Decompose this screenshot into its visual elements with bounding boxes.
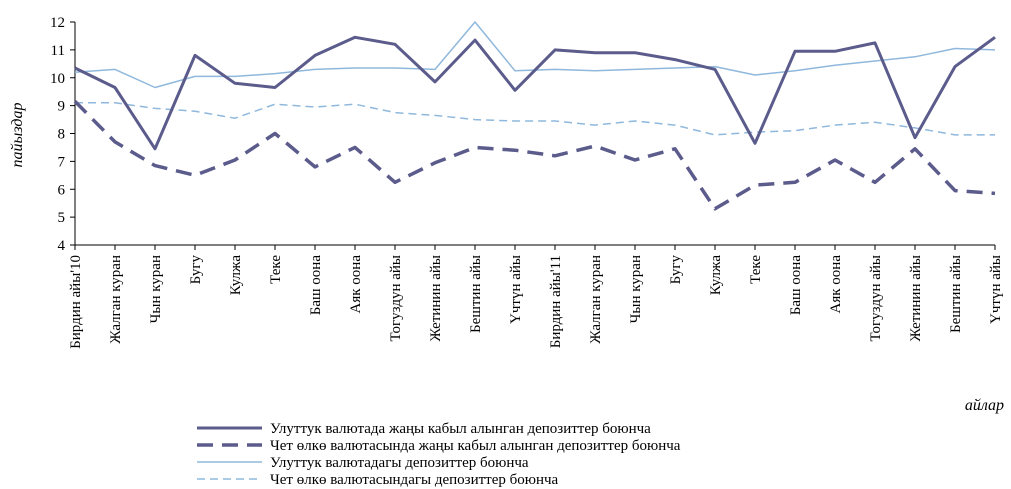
y-tick-label: 8 (58, 127, 66, 143)
y-tick-label: 7 (58, 154, 66, 170)
x-tick-label: Бирдин айы'10 (68, 255, 84, 349)
x-tick-label: Бугу (188, 255, 204, 285)
y-tick-labels: 4 5 6 7 8 9 10 11 12 (50, 15, 66, 254)
x-axis-title: айлар (965, 397, 1004, 414)
y-tick-label: 11 (51, 43, 65, 59)
x-tick-label: Бугу (668, 255, 684, 285)
x-tick-label: Жалган куран (588, 255, 604, 344)
y-axis-title: пайыздар (9, 103, 26, 168)
x-tick-label: Жалган куран (108, 255, 124, 344)
legend-label-3: Улуттук валютадагы депозиттер боюнча (270, 455, 529, 471)
y-tick-label: 5 (58, 210, 66, 226)
y-tick-label: 12 (50, 15, 65, 31)
y-tick-label: 6 (58, 182, 66, 198)
legend-label-4: Чет өлкө валютасындагы депозиттер боюнча (270, 472, 559, 488)
x-tick-label: Баш оона (788, 255, 804, 316)
x-tick-label: Аяк оона (348, 255, 364, 314)
y-tick-label: 9 (58, 99, 66, 115)
series-lines (73, 21, 996, 211)
x-tick-labels: Бирдин айы'10 Жалган куран Чын куран Бугу Ку… (68, 255, 1004, 349)
legend-label-1: Улуттук валютада жаңы кабыл алынган депо… (270, 421, 651, 437)
axes (70, 21, 996, 250)
x-tick-label: Жетинин айы (908, 255, 924, 342)
x-tick-label: Үчтүн айы (988, 255, 1004, 324)
x-tick-label: Тогуздун айы (388, 255, 404, 342)
x-tick-label: Теке (268, 255, 284, 284)
legend-label-2: Чет өлкө валютасында жаңы кабыл алынган … (270, 438, 681, 454)
x-tick-label: Бештин айы (948, 255, 964, 333)
x-tick-label: Теке (748, 255, 764, 284)
legend: Улуттук валютада жаңы кабыл алынган депо… (197, 421, 681, 488)
x-tick-label: Тогуздун айы (868, 255, 884, 342)
y-tick-label: 10 (50, 71, 65, 87)
x-tick-label: Бештин айы (468, 255, 484, 333)
x-tick-label: Бирдин айы'11 (548, 255, 564, 348)
x-tick-label: Үчтүн айы (508, 255, 524, 324)
x-tick-label: Чын куран (148, 255, 164, 323)
x-tick-label: Аяк оона (828, 255, 844, 314)
x-tick-label: Кулжа (708, 255, 724, 296)
x-tick-label: Баш оона (308, 255, 324, 316)
series-line-1 (74, 35, 996, 151)
series-line-2 (73, 100, 996, 211)
series-line-4 (75, 102, 995, 136)
x-tick-label: Жетинин айы (428, 255, 444, 342)
y-tick-label: 4 (58, 238, 66, 254)
x-tick-label: Кулжа (228, 255, 244, 296)
x-tick-label: Чын куран (628, 255, 644, 323)
series-line-3 (74, 21, 996, 89)
